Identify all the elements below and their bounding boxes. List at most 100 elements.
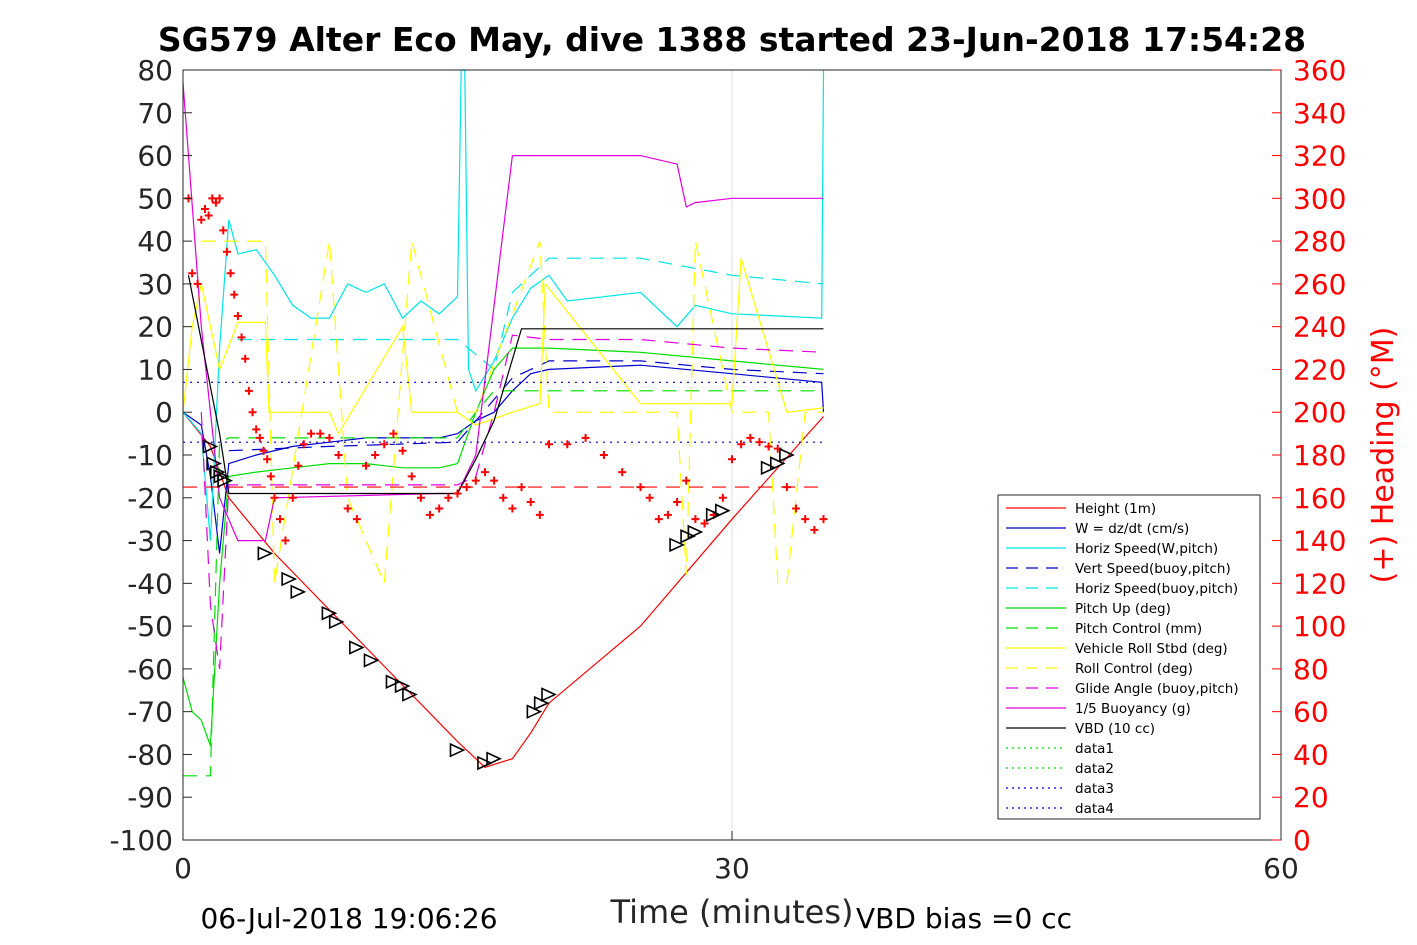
legend-entry: data2	[1075, 761, 1114, 777]
y-tick-label: 50	[137, 182, 173, 215]
footer-vbd-bias: VBD bias =0 cc	[856, 902, 1072, 935]
y-right-tick-label: 140	[1293, 525, 1346, 558]
heading-point	[471, 476, 480, 485]
depth-marker	[290, 584, 307, 600]
heading-point	[288, 493, 297, 502]
depth-marker	[680, 529, 696, 544]
heading-point	[700, 519, 709, 528]
heading-point	[219, 226, 228, 235]
depth-marker	[705, 507, 722, 523]
heading-point	[197, 215, 206, 224]
heading-point	[718, 493, 727, 502]
heading-point	[259, 446, 268, 455]
y-tick-label: 30	[137, 268, 173, 301]
heading-point	[188, 269, 197, 278]
y-right-tick-label: 40	[1293, 738, 1329, 771]
heading-point	[810, 525, 819, 534]
heading-point	[728, 455, 736, 464]
y-tick-label: 10	[137, 353, 173, 386]
heading-point	[508, 504, 517, 513]
heading-point	[819, 515, 828, 524]
heading-point	[490, 476, 499, 485]
series-line-9	[200, 334, 824, 669]
depth-marker	[209, 464, 226, 480]
heading-point	[581, 433, 590, 442]
depth-marker	[449, 742, 466, 758]
heading-point	[334, 451, 343, 459]
y-tick-label: -70	[127, 696, 173, 729]
depth-marker	[217, 473, 233, 488]
heading-point	[416, 493, 425, 502]
heading-point	[275, 515, 284, 524]
heading-point	[782, 483, 791, 492]
legend-entry: Pitch Up (deg)	[1075, 601, 1171, 617]
y-right-tick-label: 20	[1293, 781, 1329, 814]
legend-entry: Glide Angle (buoy,pitch)	[1075, 681, 1239, 697]
y-right-tick-label: 0	[1293, 824, 1311, 857]
y-right-tick-label: 220	[1293, 353, 1346, 386]
heading-point	[248, 408, 257, 417]
y-tick-label: 0	[155, 396, 173, 429]
y-right-tick-label: 280	[1293, 225, 1346, 258]
heading-point	[266, 472, 275, 481]
heading-point	[792, 504, 801, 513]
heading-point	[663, 510, 672, 519]
heading-point	[426, 510, 435, 519]
x-axis: 0 30 60	[174, 831, 1299, 885]
y-tick-label: -80	[127, 738, 173, 771]
legend-entry: Pitch Control (mm)	[1075, 621, 1202, 637]
heading-point	[241, 354, 250, 363]
depth-marker	[363, 653, 380, 668]
y-right-tick-label: 60	[1293, 696, 1329, 729]
series-line-0	[182, 411, 824, 768]
x-tick-label: 30	[714, 852, 750, 885]
y-tick-label: -20	[127, 482, 173, 515]
depth-marker	[321, 606, 338, 621]
y-tick-label: 20	[137, 311, 173, 344]
y-tick-label: -100	[109, 824, 173, 857]
legend-entry: W = dz/dt (cm/s)	[1075, 521, 1189, 537]
legend-entry: Vehicle Roll Stbd (deg)	[1075, 641, 1228, 657]
y-tick-label: 40	[137, 225, 173, 258]
heading-point	[499, 493, 508, 502]
y-tick-label: 60	[137, 140, 173, 173]
depth-marker	[202, 439, 219, 454]
heading-point	[270, 493, 279, 502]
y-tick-label: -60	[127, 653, 173, 686]
depth-marker	[526, 704, 543, 719]
depth-marker	[477, 755, 493, 771]
heading-point	[294, 461, 303, 470]
y-tick-label: -90	[127, 781, 173, 814]
heading-point	[362, 461, 370, 470]
heading-point	[263, 455, 272, 464]
series-line-10	[182, 82, 824, 542]
depth-marker	[385, 674, 402, 689]
legend: Height (1m) W = dz/dt (cm/s) Horiz Speed(W…	[997, 494, 1261, 820]
heading-point	[398, 446, 407, 455]
legend-entry: Roll Control (deg)	[1075, 661, 1193, 677]
series-line-7	[182, 258, 824, 435]
legend-entry: data4	[1075, 801, 1114, 817]
y-right-tick-label: 160	[1293, 482, 1346, 515]
y-tick-label: 70	[137, 97, 173, 130]
depth-marker	[760, 460, 777, 476]
depth-marker	[769, 456, 786, 471]
y-right-tick-label: 120	[1293, 567, 1346, 600]
heading-point	[407, 472, 416, 481]
heading-point	[281, 536, 290, 545]
legend-box	[997, 494, 1261, 820]
y-right-tick-label: 100	[1293, 610, 1346, 643]
legend-entry: Horiz Speed(buoy,pitch)	[1075, 581, 1238, 597]
heading-point	[636, 483, 645, 492]
heading-point	[215, 194, 224, 203]
legend-entry: Horiz Speed(W,pitch)	[1075, 541, 1218, 557]
heading-point	[435, 504, 444, 513]
heading-point	[237, 333, 246, 342]
heading-point	[737, 440, 746, 449]
y-tick-label: -30	[127, 525, 173, 558]
legend-entry: data3	[1075, 781, 1114, 797]
series-line-2	[182, 69, 825, 541]
legend-entry: data1	[1075, 741, 1114, 757]
y-right-tick-label: 320	[1293, 140, 1346, 173]
heading-point	[299, 440, 308, 449]
